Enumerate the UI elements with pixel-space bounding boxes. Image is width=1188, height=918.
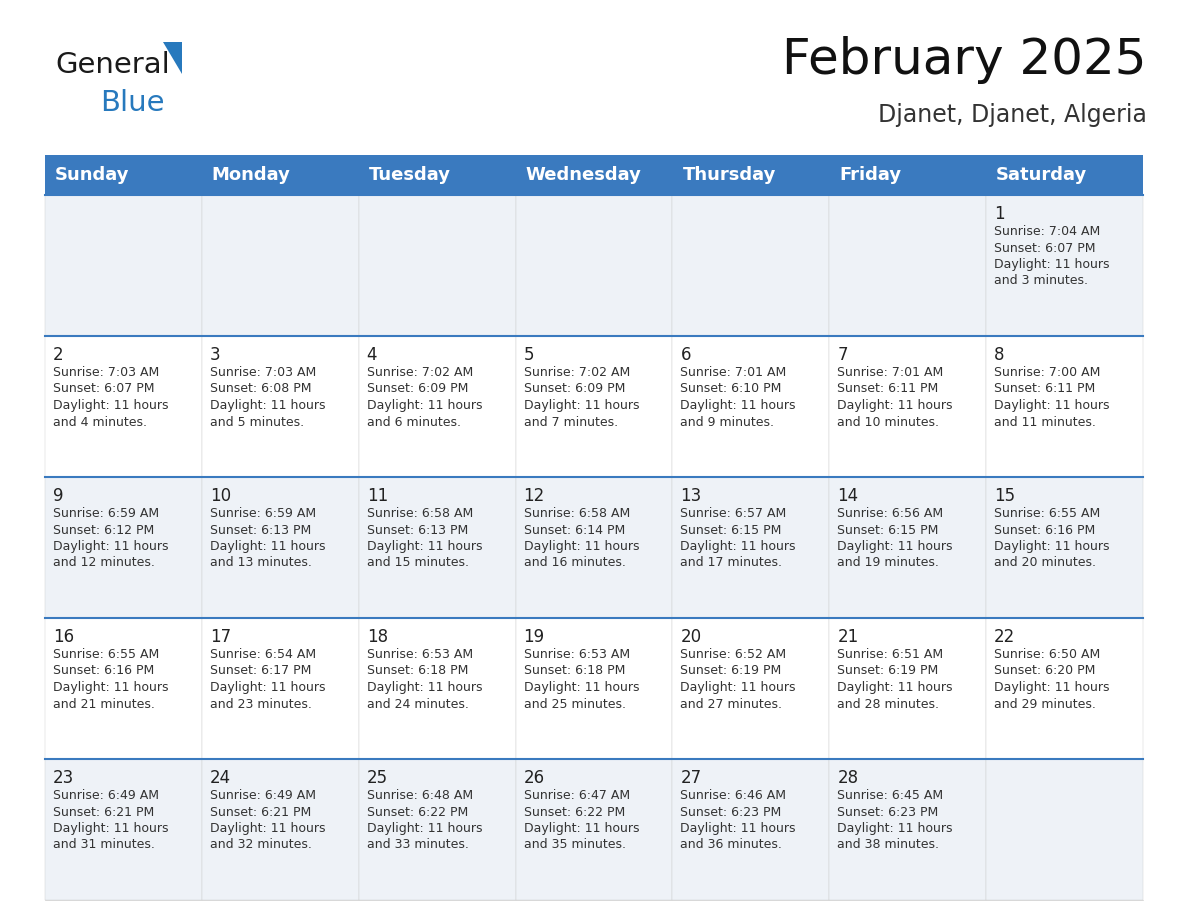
Text: Sunrise: 7:02 AM
Sunset: 6:09 PM
Daylight: 11 hours
and 7 minutes.: Sunrise: 7:02 AM Sunset: 6:09 PM Dayligh…	[524, 366, 639, 429]
Text: Sunrise: 6:52 AM
Sunset: 6:19 PM
Daylight: 11 hours
and 27 minutes.: Sunrise: 6:52 AM Sunset: 6:19 PM Dayligh…	[681, 648, 796, 711]
Text: 28: 28	[838, 769, 859, 787]
Text: Sunrise: 6:59 AM
Sunset: 6:13 PM
Daylight: 11 hours
and 13 minutes.: Sunrise: 6:59 AM Sunset: 6:13 PM Dayligh…	[210, 507, 326, 569]
Text: Sunrise: 7:04 AM
Sunset: 6:07 PM
Daylight: 11 hours
and 3 minutes.: Sunrise: 7:04 AM Sunset: 6:07 PM Dayligh…	[994, 225, 1110, 287]
Text: Blue: Blue	[100, 89, 164, 117]
Text: February 2025: February 2025	[782, 36, 1146, 84]
Text: Sunday: Sunday	[55, 166, 129, 184]
Text: 19: 19	[524, 628, 544, 646]
Text: 26: 26	[524, 769, 544, 787]
Text: Wednesday: Wednesday	[525, 166, 642, 184]
Text: Sunrise: 6:49 AM
Sunset: 6:21 PM
Daylight: 11 hours
and 32 minutes.: Sunrise: 6:49 AM Sunset: 6:21 PM Dayligh…	[210, 789, 326, 852]
Text: 17: 17	[210, 628, 230, 646]
Text: 27: 27	[681, 769, 702, 787]
Text: 11: 11	[367, 487, 388, 505]
Text: 21: 21	[838, 628, 859, 646]
Text: 24: 24	[210, 769, 230, 787]
Text: Thursday: Thursday	[682, 166, 776, 184]
Text: Sunrise: 6:57 AM
Sunset: 6:15 PM
Daylight: 11 hours
and 17 minutes.: Sunrise: 6:57 AM Sunset: 6:15 PM Dayligh…	[681, 507, 796, 569]
Text: Sunrise: 6:59 AM
Sunset: 6:12 PM
Daylight: 11 hours
and 12 minutes.: Sunrise: 6:59 AM Sunset: 6:12 PM Dayligh…	[53, 507, 169, 569]
Text: 14: 14	[838, 487, 859, 505]
Text: 5: 5	[524, 346, 535, 364]
Text: 20: 20	[681, 628, 702, 646]
Text: 4: 4	[367, 346, 378, 364]
Text: 9: 9	[53, 487, 63, 505]
Text: 1: 1	[994, 205, 1005, 223]
Text: Sunrise: 6:49 AM
Sunset: 6:21 PM
Daylight: 11 hours
and 31 minutes.: Sunrise: 6:49 AM Sunset: 6:21 PM Dayligh…	[53, 789, 169, 852]
Text: Sunrise: 7:01 AM
Sunset: 6:11 PM
Daylight: 11 hours
and 10 minutes.: Sunrise: 7:01 AM Sunset: 6:11 PM Dayligh…	[838, 366, 953, 429]
Text: 8: 8	[994, 346, 1005, 364]
Text: Sunrise: 7:00 AM
Sunset: 6:11 PM
Daylight: 11 hours
and 11 minutes.: Sunrise: 7:00 AM Sunset: 6:11 PM Dayligh…	[994, 366, 1110, 429]
Text: 15: 15	[994, 487, 1016, 505]
Text: Tuesday: Tuesday	[368, 166, 450, 184]
Text: 3: 3	[210, 346, 221, 364]
Text: Sunrise: 6:54 AM
Sunset: 6:17 PM
Daylight: 11 hours
and 23 minutes.: Sunrise: 6:54 AM Sunset: 6:17 PM Dayligh…	[210, 648, 326, 711]
Text: Saturday: Saturday	[997, 166, 1087, 184]
Text: Sunrise: 7:03 AM
Sunset: 6:08 PM
Daylight: 11 hours
and 5 minutes.: Sunrise: 7:03 AM Sunset: 6:08 PM Dayligh…	[210, 366, 326, 429]
Text: Djanet, Djanet, Algeria: Djanet, Djanet, Algeria	[878, 103, 1146, 127]
Text: Sunrise: 7:02 AM
Sunset: 6:09 PM
Daylight: 11 hours
and 6 minutes.: Sunrise: 7:02 AM Sunset: 6:09 PM Dayligh…	[367, 366, 482, 429]
Text: 16: 16	[53, 628, 74, 646]
Text: Sunrise: 6:48 AM
Sunset: 6:22 PM
Daylight: 11 hours
and 33 minutes.: Sunrise: 6:48 AM Sunset: 6:22 PM Dayligh…	[367, 789, 482, 852]
Text: Sunrise: 6:47 AM
Sunset: 6:22 PM
Daylight: 11 hours
and 35 minutes.: Sunrise: 6:47 AM Sunset: 6:22 PM Dayligh…	[524, 789, 639, 852]
Text: 25: 25	[367, 769, 387, 787]
Text: 23: 23	[53, 769, 74, 787]
Text: Sunrise: 6:50 AM
Sunset: 6:20 PM
Daylight: 11 hours
and 29 minutes.: Sunrise: 6:50 AM Sunset: 6:20 PM Dayligh…	[994, 648, 1110, 711]
Text: 22: 22	[994, 628, 1016, 646]
Text: Sunrise: 6:53 AM
Sunset: 6:18 PM
Daylight: 11 hours
and 24 minutes.: Sunrise: 6:53 AM Sunset: 6:18 PM Dayligh…	[367, 648, 482, 711]
Text: Sunrise: 6:58 AM
Sunset: 6:14 PM
Daylight: 11 hours
and 16 minutes.: Sunrise: 6:58 AM Sunset: 6:14 PM Dayligh…	[524, 507, 639, 569]
Text: 18: 18	[367, 628, 387, 646]
Text: Sunrise: 6:55 AM
Sunset: 6:16 PM
Daylight: 11 hours
and 20 minutes.: Sunrise: 6:55 AM Sunset: 6:16 PM Dayligh…	[994, 507, 1110, 569]
Text: Sunrise: 6:53 AM
Sunset: 6:18 PM
Daylight: 11 hours
and 25 minutes.: Sunrise: 6:53 AM Sunset: 6:18 PM Dayligh…	[524, 648, 639, 711]
Text: 6: 6	[681, 346, 691, 364]
Text: Sunrise: 6:56 AM
Sunset: 6:15 PM
Daylight: 11 hours
and 19 minutes.: Sunrise: 6:56 AM Sunset: 6:15 PM Dayligh…	[838, 507, 953, 569]
Text: 13: 13	[681, 487, 702, 505]
Text: 10: 10	[210, 487, 230, 505]
Text: Sunrise: 7:03 AM
Sunset: 6:07 PM
Daylight: 11 hours
and 4 minutes.: Sunrise: 7:03 AM Sunset: 6:07 PM Dayligh…	[53, 366, 169, 429]
Text: 2: 2	[53, 346, 64, 364]
Text: Sunrise: 7:01 AM
Sunset: 6:10 PM
Daylight: 11 hours
and 9 minutes.: Sunrise: 7:01 AM Sunset: 6:10 PM Dayligh…	[681, 366, 796, 429]
Text: Sunrise: 6:58 AM
Sunset: 6:13 PM
Daylight: 11 hours
and 15 minutes.: Sunrise: 6:58 AM Sunset: 6:13 PM Dayligh…	[367, 507, 482, 569]
Text: Monday: Monday	[211, 166, 291, 184]
Text: 7: 7	[838, 346, 848, 364]
Text: General: General	[55, 51, 170, 79]
Text: Sunrise: 6:45 AM
Sunset: 6:23 PM
Daylight: 11 hours
and 38 minutes.: Sunrise: 6:45 AM Sunset: 6:23 PM Dayligh…	[838, 789, 953, 852]
Text: 12: 12	[524, 487, 545, 505]
Text: Sunrise: 6:55 AM
Sunset: 6:16 PM
Daylight: 11 hours
and 21 minutes.: Sunrise: 6:55 AM Sunset: 6:16 PM Dayligh…	[53, 648, 169, 711]
Text: Sunrise: 6:46 AM
Sunset: 6:23 PM
Daylight: 11 hours
and 36 minutes.: Sunrise: 6:46 AM Sunset: 6:23 PM Dayligh…	[681, 789, 796, 852]
Text: Friday: Friday	[839, 166, 902, 184]
Text: Sunrise: 6:51 AM
Sunset: 6:19 PM
Daylight: 11 hours
and 28 minutes.: Sunrise: 6:51 AM Sunset: 6:19 PM Dayligh…	[838, 648, 953, 711]
